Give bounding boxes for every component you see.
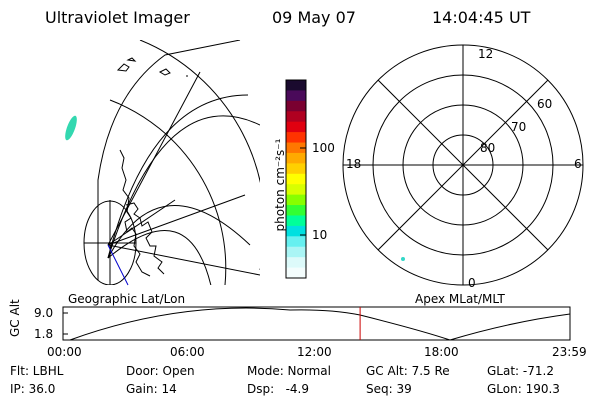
colorbar-stripe	[286, 205, 306, 216]
aurora-patch	[65, 115, 77, 141]
instrument-title: Ultraviolet Imager	[45, 8, 190, 27]
colorbar-stripe	[286, 173, 306, 185]
mlt-18-label: 18	[346, 157, 362, 171]
colorbar-stripe	[286, 215, 306, 227]
time-tick-0600: 06:00	[170, 345, 205, 359]
polar-aurora-dot	[401, 257, 405, 261]
time-tick-1200: 12:00	[297, 345, 332, 359]
colorbar-stripe	[286, 163, 306, 175]
alt-tick-1-8: 1.8	[34, 327, 54, 341]
colorbar-stripe	[286, 184, 306, 196]
time-tick-2359: 23:59	[552, 345, 587, 359]
lat-70-label: 70	[511, 120, 527, 134]
colorbar-stripe	[286, 152, 306, 164]
gain-info: Gain: 14	[126, 382, 177, 396]
colorbar-stripe	[286, 100, 306, 112]
colorbar-stripe	[286, 246, 306, 258]
colorbar-stripe	[286, 142, 306, 154]
colorbar-stripe	[286, 121, 306, 133]
filter-info: Flt: LBHL	[10, 364, 64, 378]
alt-tick-9: 9.0	[34, 306, 54, 320]
mlt-6-label: 6	[574, 157, 582, 171]
ip-info: IP: 36.0	[10, 382, 56, 396]
geographic-caption: Geographic Lat/Lon	[68, 292, 186, 306]
lat-80-label: 80	[480, 141, 496, 155]
colorbar-stripe	[286, 90, 306, 102]
colorbar-stripe	[286, 132, 306, 144]
mode-info: Mode: Normal	[247, 364, 331, 378]
gc-alt-axis-label: GC Alt	[8, 299, 22, 337]
gc-alt-info: GC Alt: 7.5 Re	[366, 364, 450, 378]
time-label: 14:04:45 UT	[432, 8, 531, 27]
glat-info: GLat: -71.2	[487, 364, 554, 378]
colorbar-stripe	[286, 194, 306, 206]
mlt-0-label: 0	[468, 276, 476, 290]
colorbar-stripe	[286, 111, 306, 123]
apex-caption: Apex MLat/MLT	[415, 292, 505, 306]
lat-60-label: 60	[537, 97, 553, 111]
colorbar-stripe	[286, 80, 306, 91]
colorbar-stripe	[286, 236, 306, 248]
time-tick-1800: 18:00	[424, 345, 459, 359]
glon-info: GLon: 190.3	[487, 382, 560, 396]
earth-limb	[97, 40, 241, 280]
date-label: 09 May 07	[272, 8, 356, 27]
dsp-info: Dsp: -4.9	[247, 382, 310, 396]
colorbar-tick-10: 10	[312, 228, 328, 242]
time-tick-0000: 00:00	[47, 345, 82, 359]
door-info: Door: Open	[126, 364, 195, 378]
colorbar-tick-100: 100	[312, 141, 335, 155]
colorbar-stripe	[286, 225, 306, 237]
mlt-12-label: 12	[478, 47, 494, 61]
seq-info: Seq: 39	[366, 382, 412, 396]
colorbar-stripe	[286, 267, 306, 279]
colorbar-stripe	[286, 257, 306, 269]
